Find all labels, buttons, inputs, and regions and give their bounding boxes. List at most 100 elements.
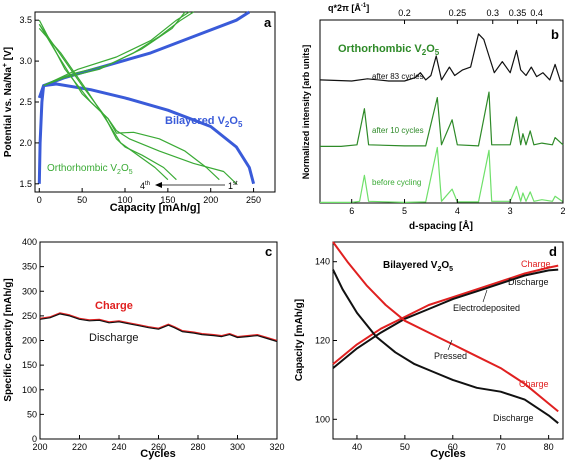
y-tick-label: 1.5 bbox=[19, 179, 32, 189]
x-tick-label: 6 bbox=[349, 206, 354, 216]
panel-b-frame bbox=[319, 19, 564, 204]
panel-d-discharge-bottom-label: Discharge bbox=[493, 413, 534, 423]
panel-d-discharge-top-label: Discharge bbox=[508, 277, 549, 287]
panel-d-letter: d bbox=[549, 244, 557, 259]
panel-c-ylabel: Specific Capacity [mAh/g] bbox=[3, 278, 14, 401]
top-tick-label: 0.35 bbox=[509, 8, 527, 18]
panel-b-title: Orthorhombic V2O5 bbox=[338, 43, 440, 57]
series-line-5 bbox=[38, 28, 169, 181]
cycle-arrowhead bbox=[155, 182, 162, 188]
panel-d-pressed-label: Pressed bbox=[434, 351, 467, 361]
x-tick-label: 200 bbox=[32, 442, 47, 452]
series-line-3 bbox=[332, 269, 559, 424]
top-tick-label: 0.2 bbox=[398, 8, 411, 18]
x-tick-label: 60 bbox=[448, 442, 458, 452]
series-line-0 bbox=[37, 82, 256, 185]
top-tick-label: 0.4 bbox=[530, 8, 543, 18]
x-tick-label: 100 bbox=[117, 195, 132, 205]
x-tick-label: 0 bbox=[37, 195, 42, 205]
x-tick-label: 150 bbox=[160, 195, 175, 205]
panel-c-discharge-label: Discharge bbox=[89, 332, 139, 344]
panel-b: 6 5 4 3 2 0.2 0.25 0.3 0.35 0.4 b Orthorhombic V2… bbox=[301, 3, 565, 232]
cycle-1-label: 1st bbox=[228, 181, 238, 191]
x-tick-label: 200 bbox=[203, 195, 218, 205]
y-tick-label: 120 bbox=[315, 336, 330, 346]
panel-c-charge-label: Charge bbox=[95, 300, 133, 312]
panel-a-xlabel: Capacity [mAh/g] bbox=[110, 202, 201, 214]
x-tick-label: 50 bbox=[400, 442, 410, 452]
series-line-0 bbox=[39, 312, 278, 342]
panel-c-frame bbox=[39, 241, 278, 440]
panel-d-electrodeposited-label: Electrodeposited bbox=[453, 303, 520, 313]
y-tick-label: 50 bbox=[27, 409, 37, 419]
top-tick-label: 0.3 bbox=[486, 8, 499, 18]
electrodeposited-pointer bbox=[482, 289, 488, 303]
series-label-before: before cycling bbox=[372, 178, 421, 187]
panel-b-letter: b bbox=[551, 27, 559, 42]
y-tick-label: 3.5 bbox=[19, 15, 32, 25]
x-tick-label: 80 bbox=[544, 442, 554, 452]
series-line-7 bbox=[43, 11, 186, 87]
series-line-1 bbox=[332, 268, 559, 369]
x-tick-label: 5 bbox=[402, 206, 407, 216]
x-tick-label: 250 bbox=[246, 195, 261, 205]
y-tick-label: 300 bbox=[22, 286, 37, 296]
x-tick-label: 320 bbox=[269, 442, 284, 452]
panel-d-ylabel: Capacity [mAh/g] bbox=[294, 299, 305, 381]
panel-c-curves bbox=[39, 312, 278, 343]
x-tick-label: 300 bbox=[230, 442, 245, 452]
panel-c-letter: c bbox=[265, 244, 272, 259]
x-tick-label: 240 bbox=[111, 442, 126, 452]
panel-b-ylabel: Normalized intensity [arb units] bbox=[301, 45, 311, 180]
panel-b-ticks: 6 5 4 3 2 0.2 0.25 0.3 0.35 0.4 bbox=[349, 8, 565, 216]
y-tick-label: 250 bbox=[22, 311, 37, 321]
panel-b-toplabel: q*2π [Å-1] bbox=[328, 3, 369, 13]
panel-c: 200 220 240 260 280 300 320 0 50 100 150 200 250 300 3… bbox=[3, 237, 285, 460]
series-line-3 bbox=[38, 23, 220, 181]
x-tick-label: 70 bbox=[496, 442, 506, 452]
y-tick-label: 0 bbox=[32, 434, 37, 444]
series-line-1 bbox=[39, 313, 278, 343]
series-line-0 bbox=[319, 33, 563, 82]
panel-d-ticks: 40 50 60 70 80 100 120 140 bbox=[315, 257, 554, 452]
x-tick-label: 220 bbox=[72, 442, 87, 452]
x-tick-label: 3 bbox=[508, 206, 513, 216]
x-tick-label: 260 bbox=[151, 442, 166, 452]
y-tick-label: 2.5 bbox=[19, 97, 32, 107]
y-tick-label: 3.0 bbox=[19, 56, 32, 66]
panel-b-xlabel: d-spacing [Å] bbox=[409, 219, 473, 232]
top-tick-label: 0.25 bbox=[449, 8, 467, 18]
panel-a-letter: a bbox=[264, 15, 272, 30]
x-tick-label: 40 bbox=[352, 442, 362, 452]
series-line-2 bbox=[320, 146, 564, 203]
series-label-after-83: after 83 cycles bbox=[372, 72, 424, 81]
panel-b-curves bbox=[319, 33, 564, 203]
panel-d: 40 50 60 70 80 100 120 140 d Bilayered V2O5 Cha… bbox=[294, 241, 564, 460]
y-tick-label: 150 bbox=[22, 360, 37, 370]
y-tick-label: 100 bbox=[22, 385, 37, 395]
panel-d-xlabel: Cycles bbox=[430, 448, 465, 460]
panel-a: 0 50 100 150 200 250 1.5 2.0 2.5 3.0 3.5 a Bilayer… bbox=[2, 10, 276, 214]
x-tick-label: 2 bbox=[560, 206, 565, 216]
y-tick-label: 2.0 bbox=[19, 138, 32, 148]
x-tick-label: 280 bbox=[190, 442, 205, 452]
series-line-1 bbox=[320, 91, 564, 147]
y-tick-label: 140 bbox=[315, 257, 330, 267]
panel-a-ylabel: Potential vs. Na/Na+ [V] bbox=[2, 47, 14, 157]
panel-d-charge-bottom-label: Charge bbox=[519, 379, 549, 389]
series-line-2 bbox=[332, 241, 559, 413]
panel-a-ticks: 0 50 100 150 200 250 1.5 2.0 2.5 3.0 3.5 bbox=[19, 15, 261, 205]
series-label-after-10: after 10 cycles bbox=[372, 126, 424, 135]
y-tick-label: 400 bbox=[22, 237, 37, 247]
y-tick-label: 100 bbox=[315, 414, 330, 424]
x-tick-label: 50 bbox=[77, 195, 87, 205]
series-line-8 bbox=[43, 11, 190, 87]
panel-d-title: Bilayered V2O5 bbox=[383, 260, 453, 273]
panel-d-charge-top-label: Charge bbox=[521, 259, 551, 269]
series-line-4 bbox=[38, 23, 177, 181]
cycle-4-label: 4th bbox=[140, 181, 150, 191]
y-tick-label: 200 bbox=[22, 336, 37, 346]
panel-a-orthorhombic-label: Orthorhombic V2O5 bbox=[47, 163, 133, 176]
panel-c-ticks: 200 220 240 260 280 300 320 0 50 100 150 200 250 300 3… bbox=[22, 237, 285, 452]
